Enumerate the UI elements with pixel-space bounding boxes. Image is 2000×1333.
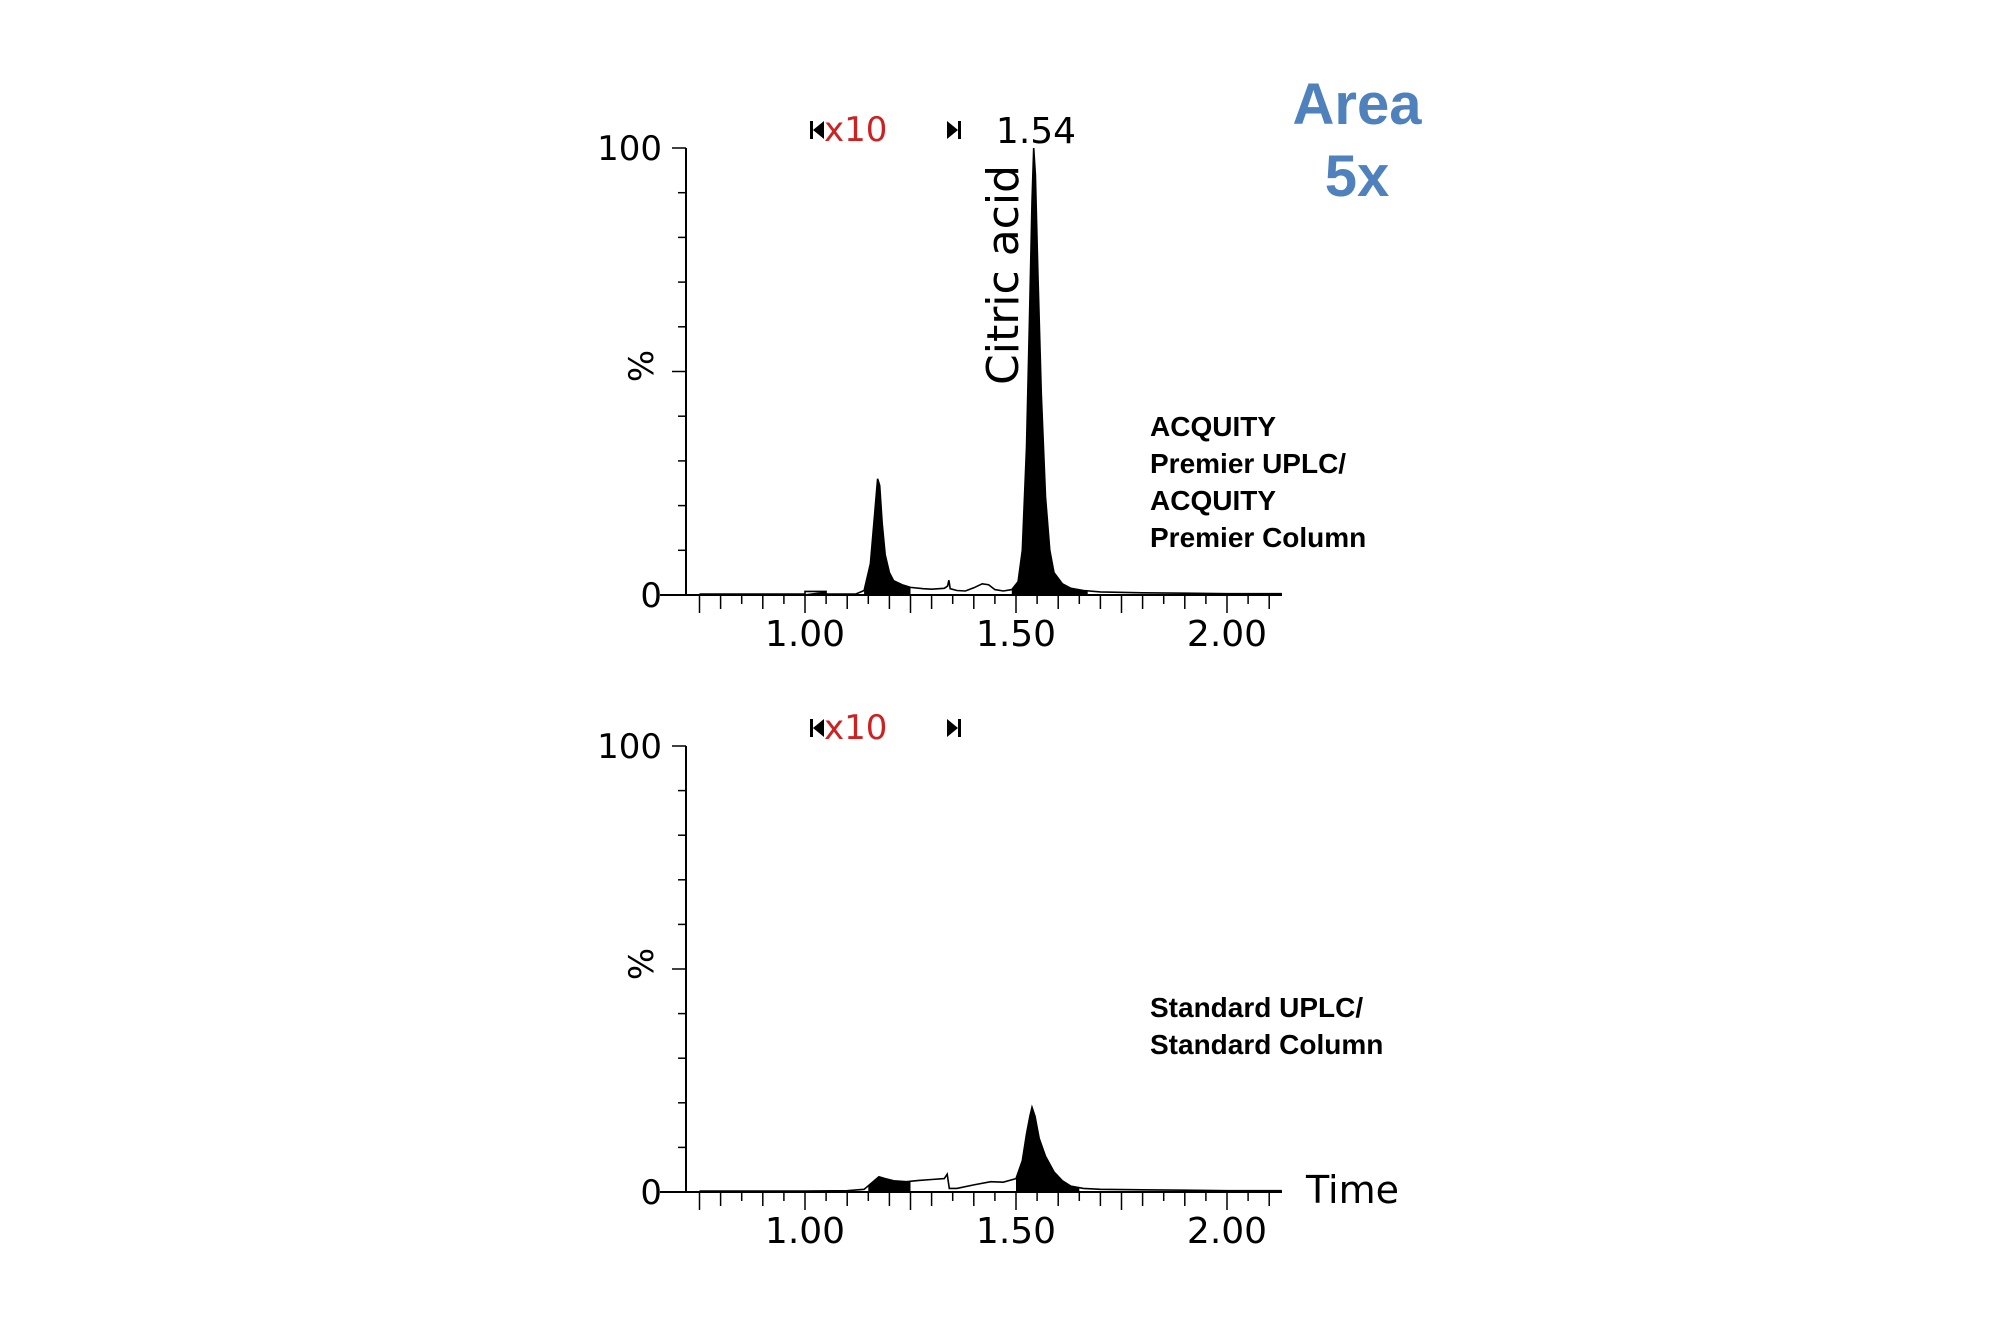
system-label: ACQUITY Premier UPLC/ ACQUITY Premier Co… — [1150, 411, 1366, 553]
chromatogram-trace — [699, 1104, 1282, 1192]
y-axis-label: % — [622, 350, 662, 382]
peak-area — [868, 1176, 911, 1192]
system-label-line: ACQUITY — [1150, 485, 1276, 516]
x-axis-label: Time — [1305, 1168, 1399, 1212]
x-tick-label: 1.50 — [976, 1211, 1056, 1252]
chromatogram-trace — [699, 147, 1282, 595]
x-tick-label: 2.00 — [1187, 614, 1267, 655]
zoom-left-arrow-icon — [810, 121, 824, 139]
system-label-line: ACQUITY — [1150, 411, 1276, 442]
x-tick-label: 1.00 — [765, 1211, 845, 1252]
y-tick-label: 0 — [640, 576, 662, 616]
zoom-right-arrow-icon — [947, 719, 961, 737]
y-tick-label: 100 — [597, 129, 662, 169]
area-annotation-line2: 5x — [1325, 144, 1390, 209]
system-label-line: Premier Column — [1150, 522, 1366, 553]
zoom-marker-group: x10 — [810, 110, 961, 150]
compound-label: Citric acid — [978, 165, 1029, 385]
x-tick-label: 1.50 — [976, 614, 1056, 655]
y-axis-label: % — [622, 948, 662, 980]
peak-time-label: 1.54 — [996, 111, 1076, 152]
zoom-factor-label: x10 — [824, 708, 887, 748]
y-tick-label: 100 — [597, 727, 662, 767]
zoom-marker-group: x10 — [810, 708, 961, 748]
peak-area — [864, 478, 911, 595]
zoom-factor-label: x10 — [824, 110, 887, 150]
system-label-line: Premier UPLC/ — [1150, 448, 1346, 479]
x-tick-label: 1.00 — [765, 614, 845, 655]
x-tick-label: 2.00 — [1187, 1211, 1267, 1252]
system-label-line: Standard Column — [1150, 1029, 1383, 1060]
system-label-line: Standard UPLC/ — [1150, 992, 1363, 1023]
chart-panel-top: x10 1.54 Citric acid ACQUITY Premier UPL… — [597, 110, 1366, 655]
chart-panel-bottom: x10 Standard UPLC/ Standard Column % Tim… — [597, 708, 1399, 1252]
system-label: Standard UPLC/ Standard Column — [1150, 992, 1383, 1060]
zoom-right-arrow-icon — [947, 121, 961, 139]
y-tick-label: 0 — [640, 1173, 662, 1213]
area-annotation-line1: Area — [1293, 72, 1423, 137]
peak-area — [1016, 1107, 1080, 1192]
zoom-left-arrow-icon — [810, 719, 824, 737]
